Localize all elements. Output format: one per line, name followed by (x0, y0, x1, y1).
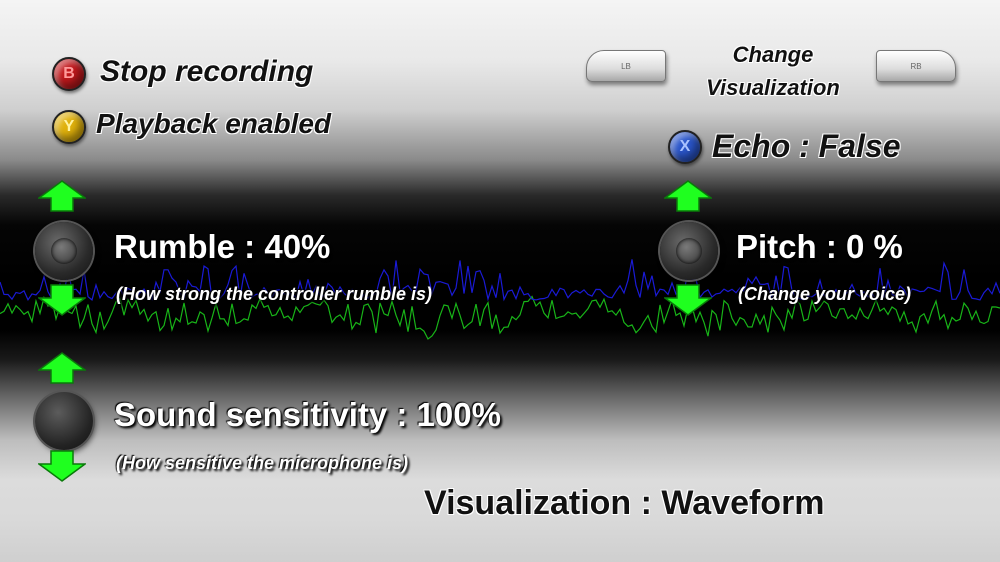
pitch-increase-arrow-icon[interactable] (664, 180, 712, 212)
visualization-mode-label: Visualization : Waveform (424, 484, 825, 522)
change-visualization-label: Change Visualization (706, 42, 840, 100)
playback-enabled-label[interactable]: Playback enabled (96, 108, 332, 139)
sound-sensitivity-label: Sound sensitivity : 100% (114, 396, 501, 433)
right-stick-icon (660, 222, 718, 280)
rumble-decrease-arrow-icon[interactable] (38, 284, 86, 316)
b-button-icon: B (52, 57, 86, 91)
lb-shoulder-button-icon[interactable]: LB (586, 50, 666, 82)
rb-shoulder-button-icon[interactable]: RB (876, 50, 956, 82)
rumble-label: Rumble : 40% (114, 228, 331, 265)
stop-recording-label[interactable]: Stop recording (100, 55, 314, 88)
pitch-hint: (Change your voice) (738, 284, 912, 304)
audio-waveform (0, 259, 1000, 340)
pitch-label: Pitch : 0 % (736, 228, 903, 265)
waveform-low-series (0, 295, 1000, 340)
dpad-icon (35, 392, 93, 450)
y-button-icon: Y (52, 110, 86, 144)
left-stick-icon (35, 222, 93, 280)
x-button-icon: X (668, 130, 702, 164)
rumble-increase-arrow-icon[interactable] (38, 180, 86, 212)
sensitivity-increase-arrow-icon[interactable] (38, 352, 86, 384)
waveform-high-series (0, 259, 1000, 302)
pitch-decrease-arrow-icon[interactable] (664, 284, 712, 316)
echo-toggle-label[interactable]: Echo : False (712, 128, 901, 164)
sensitivity-decrease-arrow-icon[interactable] (38, 450, 86, 482)
rumble-hint: (How strong the controller rumble is) (116, 284, 433, 304)
sound-sensitivity-hint: (How sensitive the microphone is) (116, 453, 409, 473)
